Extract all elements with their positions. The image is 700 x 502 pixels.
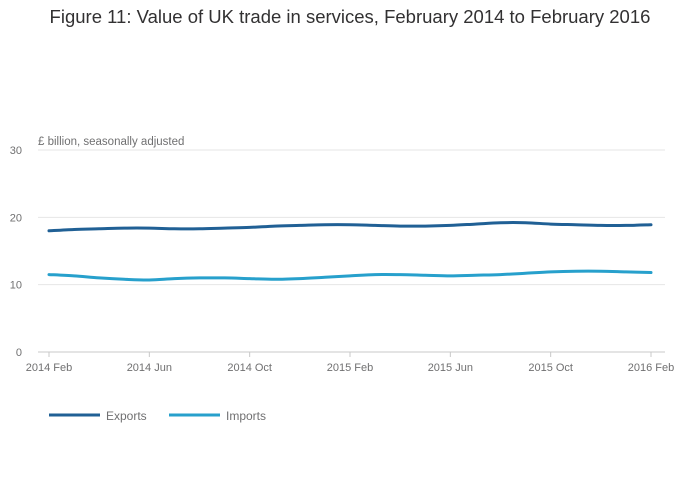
y-tick-label: 0 bbox=[16, 347, 22, 359]
x-tick-label: 2014 Oct bbox=[227, 362, 272, 374]
series-line-exports bbox=[47, 221, 653, 233]
x-tick-label: 2016 Feb bbox=[628, 362, 674, 374]
y-tick-label: 30 bbox=[10, 145, 22, 157]
x-tick-label: 2014 Jun bbox=[127, 362, 172, 374]
y-tick-label: 10 bbox=[10, 280, 22, 292]
x-tick-label: 2015 Jun bbox=[428, 362, 473, 374]
x-tick-label: 2015 Oct bbox=[528, 362, 573, 374]
series-line-imports bbox=[47, 269, 653, 282]
chart-title: Figure 11: Value of UK trade in services… bbox=[49, 6, 651, 27]
legend-label-exports: Exports bbox=[106, 409, 147, 423]
x-tick-label: 2014 Feb bbox=[26, 362, 72, 374]
y-axis-label: £ billion, seasonally adjusted bbox=[38, 136, 185, 148]
legend-label-imports: Imports bbox=[226, 409, 266, 423]
x-tick-label: 2015 Feb bbox=[327, 362, 373, 374]
y-tick-label: 20 bbox=[10, 212, 22, 224]
